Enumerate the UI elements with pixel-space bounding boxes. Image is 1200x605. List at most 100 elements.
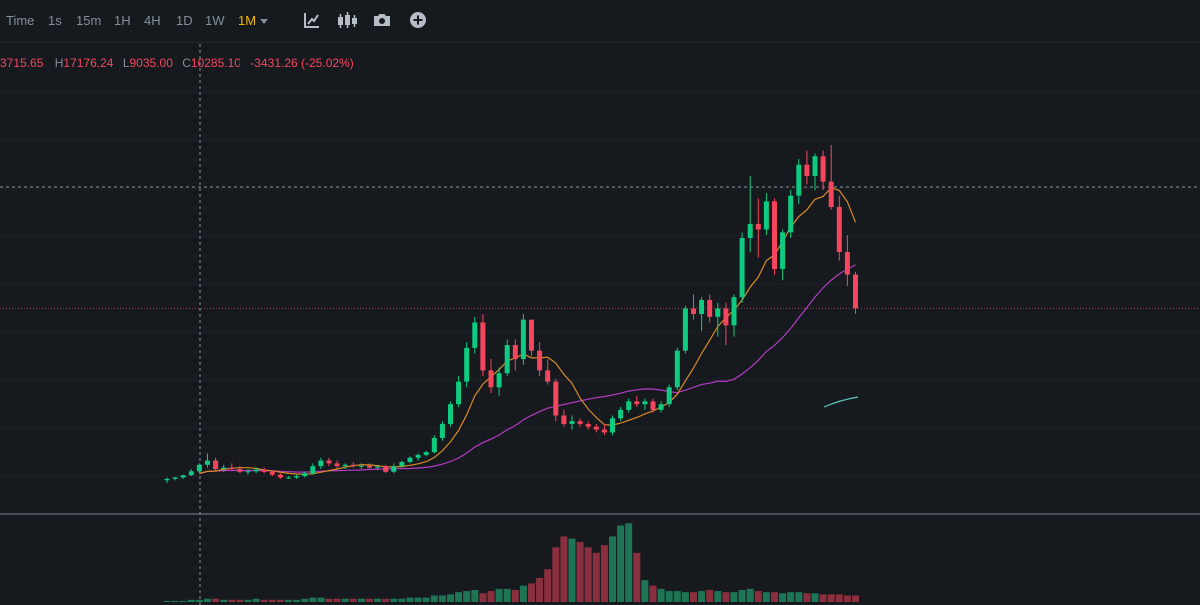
candle-body [796, 164, 802, 196]
candle-body [245, 471, 251, 473]
timeframe-time[interactable]: Time [6, 13, 35, 28]
chart-style-icon[interactable] [302, 10, 324, 32]
candle-body [399, 461, 405, 467]
volume-bar [276, 599, 284, 602]
volume-bar [779, 593, 787, 602]
add-indicator-icon[interactable] [408, 10, 430, 32]
volume-bar [730, 592, 738, 602]
candle-body [205, 460, 210, 465]
candle-body [610, 418, 615, 433]
candle-body [318, 460, 324, 467]
candle-body [302, 473, 308, 477]
timeframe-dropdown-icon[interactable] [260, 19, 268, 24]
close-label: C [182, 56, 191, 70]
candle-body [310, 466, 316, 474]
volume-bar [333, 598, 341, 602]
volume-bar [560, 536, 568, 602]
candle-body [488, 370, 494, 388]
volume-bar [268, 599, 276, 602]
candle-body [545, 370, 551, 382]
candle-body [755, 223, 761, 230]
candle-body [431, 438, 437, 453]
candle-body [626, 401, 632, 410]
timeframe-1s[interactable]: 1s [48, 13, 62, 28]
ma99-line [823, 396, 859, 408]
timeframe-1h[interactable]: 1H [114, 13, 131, 28]
candle-body [553, 381, 559, 416]
volume-bar [187, 599, 195, 602]
candle-body [577, 421, 583, 424]
volume-bar [625, 523, 633, 602]
candle-body [188, 471, 194, 476]
candle-body [342, 464, 348, 467]
timeframe-4h[interactable]: 4H [144, 13, 161, 28]
volume-bar [795, 592, 803, 602]
volume-bar [479, 593, 487, 602]
ohlc-legend: 3715.65 H17176.24 L9035.00 C10285.10 -34… [0, 56, 354, 70]
volume-bar [690, 592, 697, 602]
volume-bar [746, 588, 754, 602]
candle-settings-icon[interactable] [336, 10, 358, 32]
timeframe-1w[interactable]: 1W [205, 13, 225, 28]
candle-body [253, 469, 259, 472]
candle-body [367, 465, 372, 468]
volume-bar [609, 536, 616, 602]
volume-bar [698, 591, 706, 602]
candle-body [601, 429, 607, 433]
volume-bar [252, 598, 260, 602]
candle-body [836, 206, 842, 253]
candle-body [642, 401, 648, 405]
volume-bar [722, 592, 730, 602]
volume-bar [447, 594, 454, 602]
close-value: 10285.10 [190, 56, 241, 70]
volume-bar [576, 541, 584, 602]
candle-body [480, 322, 486, 371]
volume-bar [584, 547, 592, 602]
volume-bar [260, 599, 268, 602]
volume-bar [827, 594, 835, 602]
volume-bar [212, 598, 220, 602]
candle-body [196, 464, 202, 472]
volume-bar [438, 595, 446, 602]
camera-icon[interactable] [372, 10, 394, 32]
volume-bar [422, 597, 430, 602]
candle-body [423, 452, 429, 455]
volume-bar [204, 598, 211, 602]
timeframe-1m[interactable]: 1M [238, 13, 257, 28]
candle-body [804, 164, 810, 176]
volume-bar [738, 589, 746, 602]
timeframe-15m[interactable]: 15m [76, 13, 102, 28]
candle-body [164, 478, 170, 481]
candle-body [828, 181, 834, 207]
candle-body [350, 464, 356, 467]
volume-bar [349, 598, 357, 602]
volume-bar [179, 600, 187, 602]
candle-body [439, 423, 445, 439]
volume-bar [633, 552, 641, 602]
candle-body [269, 471, 275, 475]
volume-bar [528, 583, 535, 602]
low-value: 9035.00 [129, 56, 173, 70]
volume-bar [341, 598, 349, 602]
volume-bar [398, 598, 406, 602]
volume-bar [536, 577, 544, 602]
volume-bar [406, 597, 414, 602]
candle-body [537, 350, 543, 371]
volume-bar [366, 598, 373, 602]
candle-body [585, 423, 591, 427]
candle-body [812, 156, 818, 176]
volume-bar [301, 598, 309, 602]
candle-body [691, 308, 696, 315]
candle-body [407, 457, 413, 462]
volume-bar [430, 595, 438, 602]
candle-body [277, 474, 283, 478]
candle-body [780, 232, 786, 269]
timeframe-1d[interactable]: 1D [176, 13, 193, 28]
candle-body [326, 460, 332, 464]
volume-bar [819, 594, 827, 602]
volume-bar [293, 599, 301, 602]
volume-bar [357, 598, 365, 602]
candle-body [739, 237, 745, 298]
volume-bar [681, 592, 689, 602]
